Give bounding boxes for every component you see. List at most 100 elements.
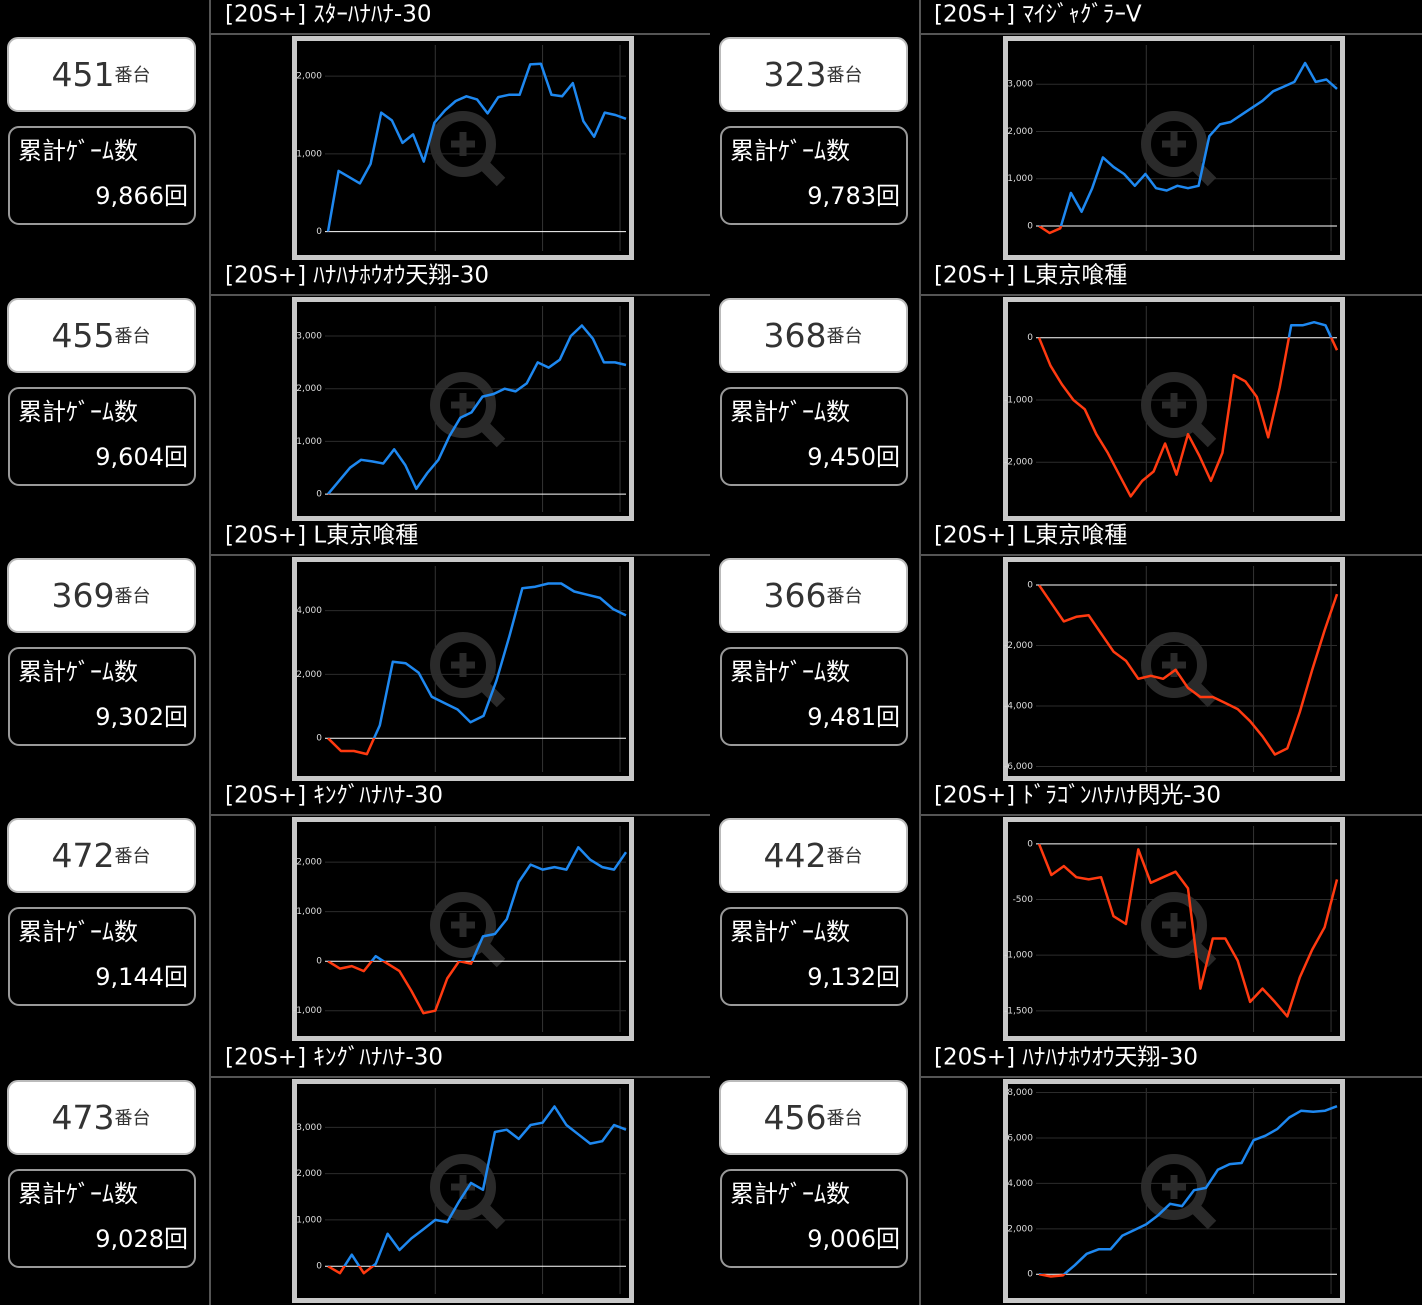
profit-line — [1037, 320, 1339, 498]
games-box — [720, 387, 908, 486]
watermark — [1162, 132, 1186, 156]
watermark — [478, 1202, 506, 1230]
machine-number-value: 473 — [52, 1098, 115, 1137]
y-tick-label: 1,000 — [296, 149, 322, 159]
y-tick-label: 0 — [316, 1262, 322, 1272]
y-tick-label: 3,000 — [296, 1123, 322, 1133]
games-value: 9,481回 — [807, 703, 900, 731]
machine-number: 369番台 — [52, 576, 151, 615]
y-tick-label: -1,000 — [1004, 951, 1033, 961]
y-tick-label: 0 — [316, 227, 322, 237]
games-label: 累計ｹﾞｰﾑ数 — [730, 137, 850, 165]
watermark — [451, 913, 475, 937]
machine-number: 323番台 — [764, 55, 863, 94]
y-tick-label: 2,000 — [296, 670, 322, 680]
machine-number: 473番台 — [52, 1098, 151, 1137]
games-box — [720, 1169, 908, 1268]
machine-number: 368番台 — [764, 316, 863, 355]
games-value: 9,144回 — [95, 963, 188, 991]
machine-number-suffix: 番台 — [115, 586, 151, 607]
games-value: 9,028回 — [95, 1225, 188, 1253]
watermark — [1189, 680, 1217, 708]
games-label: 累計ｹﾞｰﾑ数 — [730, 658, 850, 686]
profit-line — [1038, 61, 1338, 235]
y-tick-label: 2,000 — [296, 1169, 322, 1179]
y-tick-label: -4,000 — [1004, 702, 1033, 712]
y-tick-label: 0 — [1027, 839, 1033, 849]
machine-number-value: 366 — [764, 576, 827, 615]
machine-number: 455番台 — [52, 316, 151, 355]
games-label: 累計ｹﾞｰﾑ数 — [730, 1180, 850, 1208]
watermark — [451, 393, 475, 417]
y-tick-label: 1,000 — [1007, 174, 1033, 184]
number-box — [719, 37, 908, 112]
games-value: 9,450回 — [807, 443, 900, 471]
watermark — [478, 159, 506, 187]
chart-title: [20S+] ﾄﾞﾗｺﾞﾝﾊﾅﾊﾅ閃光-30 — [934, 783, 1221, 809]
chart-title: [20S+] ﾊﾅﾊﾅﾎｳｵｳ天翔-30 — [225, 263, 489, 289]
watermark — [1141, 1154, 1207, 1220]
y-tick-label: -2,000 — [1004, 641, 1033, 651]
machine-number: 451番台 — [52, 55, 151, 94]
games-box — [8, 647, 196, 746]
y-tick-label: 1,000 — [296, 907, 322, 917]
y-tick-label: 0 — [316, 490, 322, 500]
machine-number-suffix: 番台 — [827, 65, 863, 86]
watermark — [1162, 913, 1186, 937]
games-box — [8, 387, 196, 486]
machine-number-value: 323 — [764, 55, 827, 94]
games-box — [8, 1169, 196, 1268]
watermark — [1141, 892, 1207, 958]
machine-number-value: 455 — [52, 316, 115, 355]
machine-number-value: 451 — [52, 55, 115, 94]
number-box — [719, 818, 908, 893]
watermark — [451, 132, 475, 156]
number-box — [7, 818, 196, 893]
games-box — [720, 126, 908, 225]
y-tick-label: -500 — [1013, 895, 1034, 905]
watermark — [430, 372, 496, 438]
y-tick-label: 1,000 — [296, 1215, 322, 1225]
machine-number-suffix: 番台 — [115, 1108, 151, 1129]
machine-number-value: 368 — [764, 316, 827, 355]
watermark — [1141, 111, 1207, 177]
games-value: 9,604回 — [95, 443, 188, 471]
profit-line — [326, 62, 627, 232]
watermark — [1189, 940, 1217, 968]
y-tick-label: 0 — [1027, 221, 1033, 231]
watermark — [478, 420, 506, 448]
watermark — [1162, 653, 1186, 677]
y-tick-label: 4,000 — [1007, 1179, 1033, 1189]
machine-number-suffix: 番台 — [115, 65, 151, 86]
watermark — [1189, 1202, 1217, 1230]
y-tick-label: -6,000 — [1004, 762, 1033, 772]
watermark — [430, 111, 496, 177]
chart-title: [20S+] L東京喰種 — [934, 263, 1127, 289]
profit-line — [1037, 584, 1339, 756]
watermark — [430, 1154, 496, 1220]
y-tick-label: 2,000 — [296, 72, 322, 82]
watermark — [430, 632, 496, 698]
machine-number-suffix: 番台 — [827, 586, 863, 607]
chart-title: [20S+] L東京喰種 — [934, 523, 1127, 549]
machine-number: 456番台 — [764, 1098, 863, 1137]
number-box — [719, 1080, 908, 1155]
games-label: 累計ｹﾞｰﾑ数 — [730, 918, 850, 946]
games-box — [720, 647, 908, 746]
games-value: 9,006回 — [807, 1225, 900, 1253]
number-box — [7, 37, 196, 112]
chart-title: [20S+] ﾏｲｼﾞｬｸﾞﾗｰV — [934, 2, 1142, 28]
number-box — [7, 298, 196, 373]
number-box — [7, 1080, 196, 1155]
games-box — [720, 907, 908, 1006]
games-label: 累計ｹﾞｰﾑ数 — [730, 398, 850, 426]
y-tick-label: 0 — [316, 734, 322, 744]
number-box — [719, 298, 908, 373]
watermark — [1162, 1175, 1186, 1199]
machine-number: 366番台 — [764, 576, 863, 615]
games-value: 9,783回 — [807, 182, 900, 210]
profit-line — [327, 324, 627, 495]
y-tick-label: 0 — [1027, 333, 1033, 343]
machine-number-suffix: 番台 — [827, 326, 863, 347]
